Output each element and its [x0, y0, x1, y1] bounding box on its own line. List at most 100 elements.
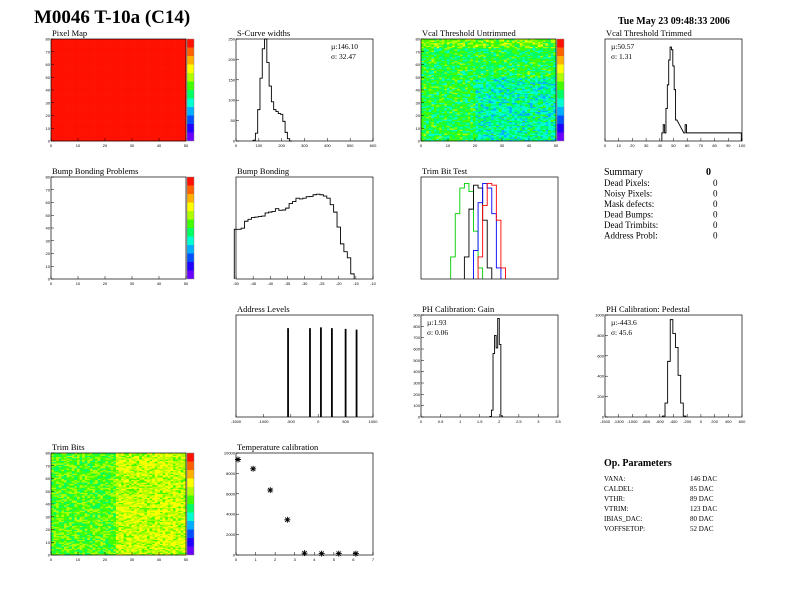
heatmap-cell	[53, 87, 57, 90]
heatmap-cell	[74, 105, 78, 107]
heatmap-cell	[92, 114, 96, 116]
op-param-label: VTRIM:	[604, 505, 629, 513]
heatmap-cell	[154, 79, 158, 82]
heatmap-cell	[69, 116, 73, 119]
heatmap-cell	[105, 114, 109, 116]
heatmap-cell	[105, 75, 109, 78]
heatmap-cell	[110, 72, 114, 74]
heatmap-cell	[152, 61, 156, 64]
heatmap-cell	[165, 110, 169, 112]
heatmap-cell	[71, 44, 75, 46]
heatmap-cell	[144, 115, 148, 118]
heatmap-cell	[71, 73, 75, 75]
heatmap-cell	[53, 61, 57, 64]
heatmap-cell	[79, 86, 83, 88]
heatmap-cell	[84, 41, 88, 44]
heatmap-cell	[61, 124, 65, 126]
heatmap-cell	[123, 59, 127, 61]
heatmap-cell	[139, 42, 143, 45]
heatmap-cell	[167, 135, 171, 138]
heatmap-cell	[71, 124, 75, 126]
heatmap-cell	[121, 45, 124, 47]
heatmap-cell	[56, 101, 60, 104]
heatmap-cell	[95, 126, 99, 129]
heatmap-cell	[84, 87, 88, 90]
heatmap-cell	[160, 125, 163, 128]
heatmap-cell	[63, 139, 67, 142]
heatmap-cell	[131, 49, 135, 51]
heatmap-cell	[97, 121, 101, 124]
heatmap-cell	[69, 56, 73, 59]
heatmap-cell	[87, 58, 91, 60]
heatmap-cell	[165, 93, 169, 96]
heatmap-cell	[141, 59, 145, 61]
heatmap-cell	[97, 93, 101, 96]
heatmap-cell	[82, 59, 86, 61]
heatmap-cell	[141, 97, 145, 100]
heatmap-cell	[74, 109, 78, 111]
heatmap-cell	[97, 120, 101, 123]
heatmap-cell	[53, 138, 57, 141]
heatmap-cell	[92, 60, 96, 63]
heatmap-cell	[63, 58, 67, 60]
heatmap-cell	[147, 67, 150, 69]
heatmap-cell	[126, 42, 130, 45]
heatmap-cell	[61, 47, 65, 50]
heatmap-cell	[53, 56, 57, 59]
heatmap-cell	[115, 128, 119, 130]
heatmap-cell	[100, 106, 104, 109]
heatmap-cell	[89, 59, 93, 61]
heatmap-cell	[97, 98, 101, 101]
heatmap-cell	[110, 123, 114, 125]
heatmap-cell	[118, 111, 122, 114]
heatmap-cell	[154, 105, 158, 107]
heatmap-cell	[152, 121, 156, 124]
heatmap-cell	[128, 60, 132, 63]
heatmap-cell	[128, 49, 132, 51]
heatmap-cell	[79, 60, 83, 63]
heatmap-cell	[154, 125, 158, 128]
heatmap-cell	[113, 123, 117, 125]
heatmap-cell	[105, 138, 109, 141]
heatmap-cell	[121, 86, 124, 88]
heatmap-cell	[63, 54, 67, 56]
heatmap-cell	[134, 130, 137, 133]
heatmap-cell	[53, 137, 57, 139]
heatmap-cell	[108, 132, 112, 134]
heatmap-cell	[149, 82, 153, 84]
heatmap-cell	[134, 74, 137, 77]
heatmap-cell	[162, 97, 166, 100]
heatmap-cell	[100, 132, 104, 134]
heatmap-cell	[147, 124, 150, 126]
heatmap-cell	[131, 101, 135, 104]
chart-title: S-Curve widths	[237, 28, 290, 38]
heatmap-cell	[105, 92, 109, 95]
heatmap-cell	[128, 50, 132, 53]
heatmap-cell	[110, 61, 114, 64]
heatmap-cell	[61, 64, 65, 67]
heatmap-cell	[149, 114, 153, 116]
heatmap-cell	[139, 81, 143, 83]
heatmap-cell	[82, 67, 86, 69]
heatmap-cell	[118, 61, 122, 64]
heatmap-cell	[58, 51, 62, 54]
heatmap-cell	[123, 130, 127, 133]
heatmap-cell	[121, 67, 124, 69]
heatmap-cell	[123, 79, 127, 82]
heatmap-cell	[56, 70, 60, 73]
heatmap-cell	[128, 107, 132, 110]
heatmap-cell	[69, 97, 73, 100]
heatmap-cell	[58, 47, 62, 50]
heatmap-cell	[144, 61, 148, 64]
heatmap-cell	[149, 39, 153, 41]
heatmap-cell	[121, 70, 124, 73]
heatmap-cell	[84, 102, 88, 105]
heatmap-cell	[105, 46, 109, 49]
heatmap-cell	[56, 130, 60, 133]
heatmap-cell	[56, 50, 60, 53]
heatmap-cell	[131, 126, 135, 129]
heatmap-cell	[74, 51, 78, 54]
heatmap-cell	[84, 45, 88, 47]
heatmap-cell	[162, 50, 166, 53]
heatmap-cell	[71, 81, 75, 83]
